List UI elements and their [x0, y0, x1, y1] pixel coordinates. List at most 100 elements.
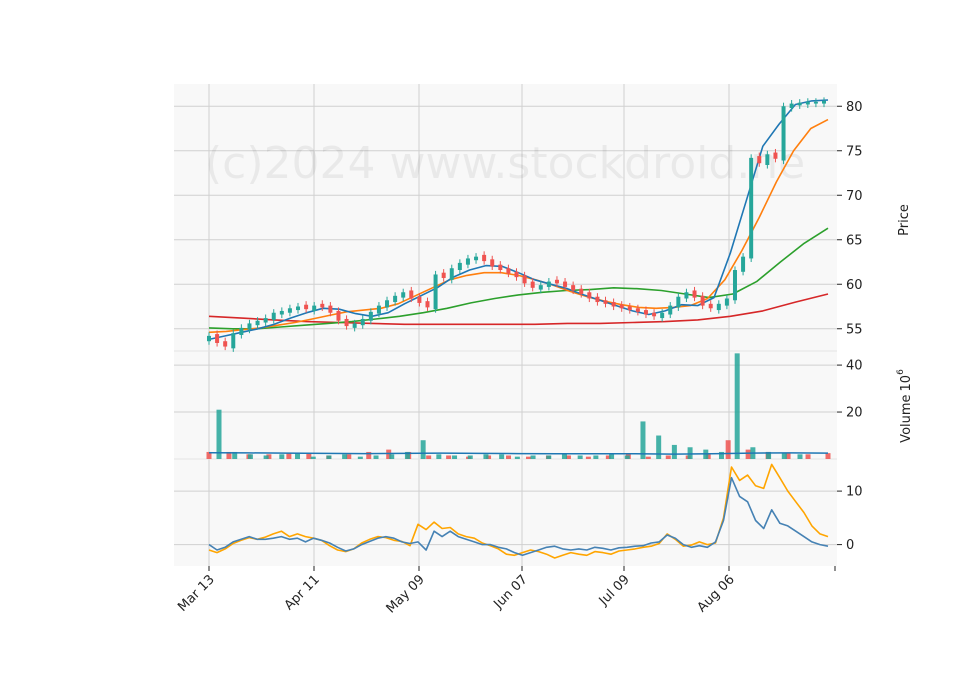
candle-body: [223, 341, 228, 347]
candle: [401, 288, 406, 302]
candle-body: [320, 303, 325, 308]
candle: [579, 285, 584, 298]
candle-body: [514, 271, 519, 278]
candle: [757, 152, 762, 167]
candle-body: [336, 310, 341, 321]
candle-body: [490, 259, 495, 267]
candle-body: [231, 333, 236, 349]
volume-bar-up: [499, 454, 505, 459]
candle: [457, 259, 462, 274]
volume-bar-down: [665, 455, 671, 459]
volume-bar-up: [436, 454, 442, 459]
candle: [805, 98, 810, 109]
candle: [587, 288, 592, 303]
candle: [741, 253, 746, 276]
candle: [360, 315, 365, 329]
candle-body: [805, 101, 810, 105]
candle: [732, 266, 737, 304]
candle-body: [522, 275, 527, 284]
candle-body: [279, 310, 284, 315]
candle: [700, 292, 705, 310]
candle: [708, 300, 713, 312]
candle-body: [271, 312, 276, 320]
panel-backgrounds: [174, 84, 837, 566]
candle-body: [312, 305, 317, 311]
candle: [336, 307, 341, 325]
volume-bar-up: [404, 451, 410, 459]
candle-body: [506, 268, 511, 274]
candle-body: [765, 154, 770, 165]
volume-bar-up: [530, 455, 536, 459]
candle: [789, 100, 794, 112]
candle: [433, 270, 438, 313]
volume-bar-down: [306, 453, 312, 459]
candle-body: [376, 305, 381, 314]
candle-body: [611, 302, 616, 307]
volume-bar-up: [263, 455, 269, 459]
candle: [571, 281, 576, 295]
candle: [660, 309, 665, 322]
candle-body: [368, 311, 373, 321]
volume-axis-exponent: 6: [896, 369, 906, 375]
candle-body: [360, 318, 365, 326]
volume-bar-up: [514, 456, 520, 459]
candle: [765, 150, 770, 169]
candle-body: [757, 156, 762, 164]
candle: [287, 304, 292, 317]
candle: [449, 264, 454, 284]
candle-body: [789, 103, 794, 109]
candle: [643, 306, 648, 319]
volume-bar-down: [605, 455, 611, 459]
volume-bar-up: [546, 455, 552, 459]
volume-average-line: [208, 451, 829, 455]
candle: [692, 286, 697, 302]
candle-body: [660, 312, 665, 319]
osc-tick-label: 10: [846, 485, 863, 500]
candle: [231, 329, 236, 352]
volume-bar-up: [734, 353, 740, 459]
volume-tick-label: 20: [846, 406, 863, 421]
volume-bar-up: [797, 454, 803, 459]
candle: [376, 302, 381, 318]
candle-body: [732, 270, 737, 301]
volume-bar-down: [366, 451, 372, 459]
candle: [474, 253, 479, 264]
candle-body: [538, 285, 543, 290]
candle-body: [619, 304, 624, 309]
candle: [352, 319, 357, 332]
candle: [465, 254, 470, 269]
volume-bar-down: [206, 451, 212, 459]
volume-bar-down: [226, 451, 232, 459]
volume-bar-up: [216, 409, 222, 459]
candle: [255, 317, 260, 329]
candle: [530, 278, 535, 292]
candle: [482, 251, 487, 265]
candle-body: [401, 292, 406, 298]
candle-body: [708, 303, 713, 309]
candle-body: [433, 274, 438, 310]
candle-body: [393, 295, 398, 303]
volume-bar-up: [671, 444, 677, 459]
candle-body: [441, 272, 446, 279]
volume-bar-up: [452, 455, 458, 459]
candle: [652, 309, 657, 320]
volume-bar-up: [483, 454, 489, 459]
oscillator-lines: [208, 463, 829, 559]
candle-body: [692, 290, 697, 298]
volume-bar-down: [585, 456, 591, 459]
volume-bar-up: [247, 454, 253, 459]
volume-bar-up: [326, 455, 332, 459]
candle: [498, 261, 503, 274]
volume-bar-down: [386, 449, 392, 459]
candle-body: [239, 327, 244, 335]
price-tick-label: 70: [846, 189, 863, 204]
candle: [417, 293, 422, 307]
candle: [822, 97, 826, 108]
candle-body: [822, 100, 826, 104]
candle-body: [530, 281, 535, 288]
candle: [271, 309, 276, 324]
volume-bar-up: [342, 454, 348, 459]
candle-body: [579, 288, 584, 295]
candle: [312, 302, 317, 315]
